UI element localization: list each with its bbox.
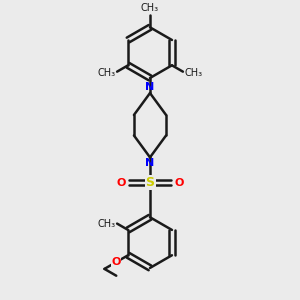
Text: O: O (112, 257, 121, 267)
Text: CH₃: CH₃ (97, 68, 116, 78)
Text: CH₃: CH₃ (184, 68, 203, 78)
Text: O: O (174, 178, 184, 188)
Text: O: O (116, 178, 126, 188)
Text: CH₃: CH₃ (141, 3, 159, 13)
Text: N: N (146, 158, 154, 168)
Text: S: S (146, 176, 154, 189)
Text: N: N (146, 82, 154, 92)
Text: CH₃: CH₃ (97, 219, 115, 229)
